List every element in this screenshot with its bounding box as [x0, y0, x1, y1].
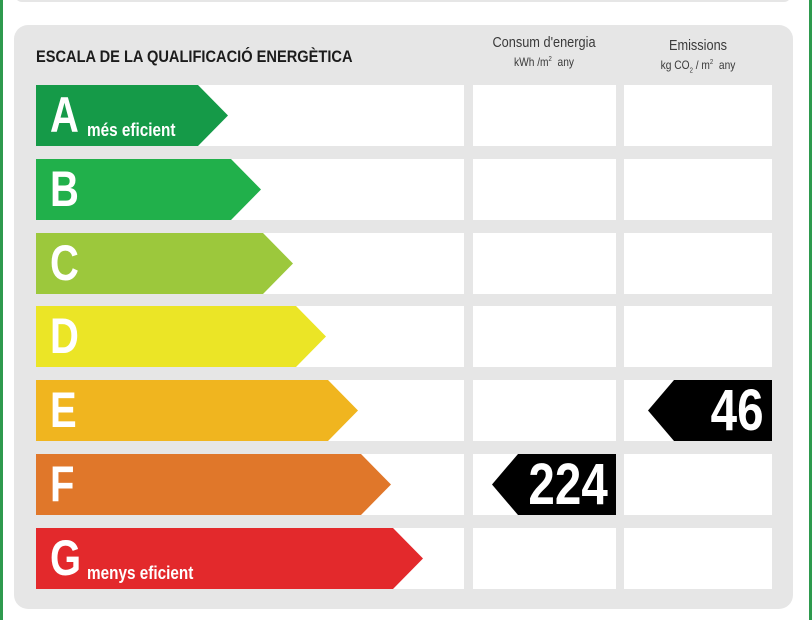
class-arrow-d: D — [36, 306, 326, 367]
consum-cell — [473, 159, 616, 220]
consum-cell — [473, 528, 616, 589]
class-letter: F — [50, 456, 75, 512]
consum-cell — [473, 233, 616, 294]
emissions-column-header: Emissions kg CO2 / m2 any — [624, 37, 772, 74]
emissions-cell — [624, 454, 772, 515]
emissions-cell — [624, 528, 772, 589]
emissions-cell — [624, 233, 772, 294]
class-letter: B — [50, 161, 79, 217]
consum-rating-badge: 224 — [492, 454, 616, 515]
rating-row-e: E 46 — [0, 380, 812, 441]
right-border — [809, 0, 812, 620]
rating-row-f: F 224 — [0, 454, 812, 515]
consum-rating-value: 224 — [528, 452, 608, 517]
consum-column-header: Consum d'energia kWh /m2 any — [472, 34, 616, 69]
emissions-label: Emissions — [668, 37, 728, 54]
class-letter: C — [50, 235, 79, 291]
consum-cell — [473, 85, 616, 146]
class-sublabel: menys eficient — [87, 563, 194, 583]
class-letter: A — [50, 87, 79, 143]
left-border — [0, 0, 3, 620]
class-sublabel: més eficient — [87, 120, 176, 140]
consum-unit: kWh /m2 any — [513, 55, 575, 69]
consum-cell — [473, 380, 616, 441]
class-letter: E — [50, 382, 77, 438]
class-arrow-c: C — [36, 233, 293, 294]
rating-row-b: B — [0, 159, 812, 220]
scale-title: ESCALA DE LA QUALIFICACIÓ ENERGÈTICA — [36, 47, 353, 66]
top-panel-edge — [15, 0, 791, 2]
class-arrow-f: F — [36, 454, 391, 515]
emissions-rating-value: 46 — [711, 378, 764, 443]
consum-label: Consum d'energia — [492, 34, 596, 51]
class-letter: G — [50, 530, 82, 586]
emissions-cell — [624, 159, 772, 220]
class-arrow-e: E — [36, 380, 358, 441]
emissions-cell — [624, 306, 772, 367]
class-arrow-b: B — [36, 159, 261, 220]
emissions-cell — [624, 85, 772, 146]
rating-row-c: C — [0, 233, 812, 294]
emissions-unit: kg CO2 / m2 any — [660, 58, 736, 75]
rating-row-d: D — [0, 306, 812, 367]
emissions-rating-badge: 46 — [648, 380, 772, 441]
consum-cell — [473, 306, 616, 367]
class-letter: D — [50, 308, 79, 364]
